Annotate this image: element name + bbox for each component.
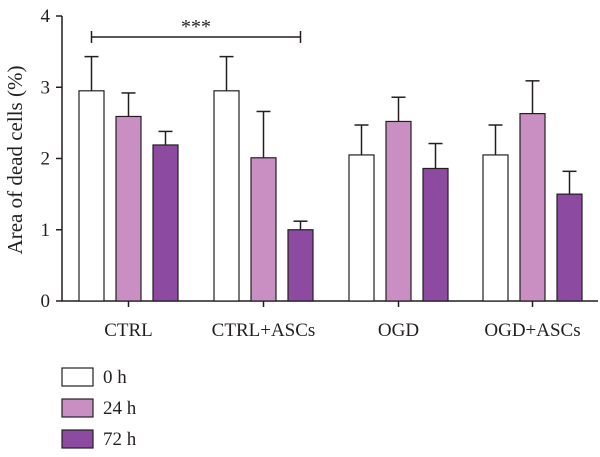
x-tick-label: OGD+ASCs [484, 320, 580, 341]
significance-annotation: *** [90, 16, 302, 43]
bar [519, 113, 546, 302]
legend-label: 72 h [103, 429, 137, 450]
y-tick-label: 4 [41, 6, 51, 27]
bar [556, 193, 583, 302]
bar [422, 167, 449, 302]
bar [78, 90, 105, 302]
bar [385, 120, 412, 302]
legend-swatch [61, 429, 94, 449]
legend-swatch [61, 367, 94, 387]
bar [250, 157, 277, 302]
legend-label: 24 h [103, 398, 137, 419]
y-tick-label: 2 [41, 149, 51, 170]
significance-stars: *** [181, 16, 211, 38]
x-tick-label: CTRL [104, 320, 153, 341]
bars-layer [78, 55, 583, 302]
y-tick-label: 3 [41, 77, 51, 98]
axes: 0 1 2 3 4 CTRL CTRL+ASCs OGD OGD+ASCs [41, 6, 598, 341]
bar [287, 229, 314, 302]
y-tick-label: 1 [41, 220, 51, 241]
legend-label: 0 h [103, 367, 127, 388]
legend: 0 h 24 h 72 h [61, 367, 137, 450]
y-tick-label: 0 [41, 291, 51, 312]
bar [482, 154, 509, 302]
x-tick-label: OGD [378, 320, 419, 341]
x-tick-label: CTRL+ASCs [212, 320, 316, 341]
bar [348, 154, 375, 302]
y-axis-label: Area of dead cells (%) [3, 66, 27, 255]
bar [152, 144, 179, 302]
bar [213, 90, 240, 302]
legend-swatch [61, 398, 94, 418]
bar [115, 115, 142, 302]
